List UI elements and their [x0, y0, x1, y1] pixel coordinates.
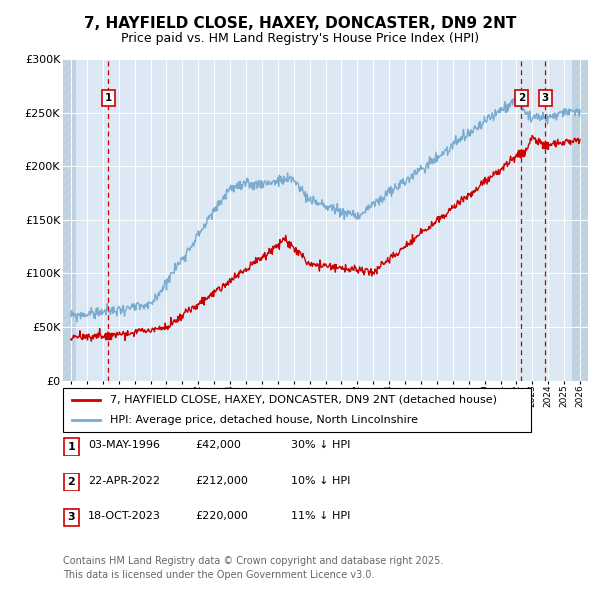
FancyBboxPatch shape — [64, 438, 79, 455]
Text: £42,000: £42,000 — [195, 441, 241, 450]
Text: 7, HAYFIELD CLOSE, HAXEY, DONCASTER, DN9 2NT (detached house): 7, HAYFIELD CLOSE, HAXEY, DONCASTER, DN9… — [110, 395, 497, 405]
Text: £220,000: £220,000 — [195, 512, 248, 521]
Text: Price paid vs. HM Land Registry's House Price Index (HPI): Price paid vs. HM Land Registry's House … — [121, 32, 479, 45]
FancyBboxPatch shape — [64, 509, 79, 526]
Text: 1: 1 — [68, 442, 75, 451]
Text: 1: 1 — [104, 93, 112, 103]
Text: 18-OCT-2023: 18-OCT-2023 — [88, 512, 161, 521]
Text: HPI: Average price, detached house, North Lincolnshire: HPI: Average price, detached house, Nort… — [110, 415, 418, 425]
Text: 2: 2 — [518, 93, 525, 103]
Text: 3: 3 — [541, 93, 548, 103]
Bar — [572, 59, 588, 381]
Text: 2: 2 — [68, 477, 75, 487]
Text: 7, HAYFIELD CLOSE, HAXEY, DONCASTER, DN9 2NT: 7, HAYFIELD CLOSE, HAXEY, DONCASTER, DN9… — [84, 16, 516, 31]
Text: 11% ↓ HPI: 11% ↓ HPI — [291, 512, 350, 521]
FancyBboxPatch shape — [63, 388, 531, 432]
Text: 22-APR-2022: 22-APR-2022 — [88, 476, 160, 486]
Text: 10% ↓ HPI: 10% ↓ HPI — [291, 476, 350, 486]
Text: 03-MAY-1996: 03-MAY-1996 — [88, 441, 160, 450]
Text: 30% ↓ HPI: 30% ↓ HPI — [291, 441, 350, 450]
Text: 3: 3 — [68, 513, 75, 522]
Bar — [63, 59, 76, 381]
FancyBboxPatch shape — [64, 473, 79, 491]
Text: Contains HM Land Registry data © Crown copyright and database right 2025.
This d: Contains HM Land Registry data © Crown c… — [63, 556, 443, 580]
Text: £212,000: £212,000 — [195, 476, 248, 486]
